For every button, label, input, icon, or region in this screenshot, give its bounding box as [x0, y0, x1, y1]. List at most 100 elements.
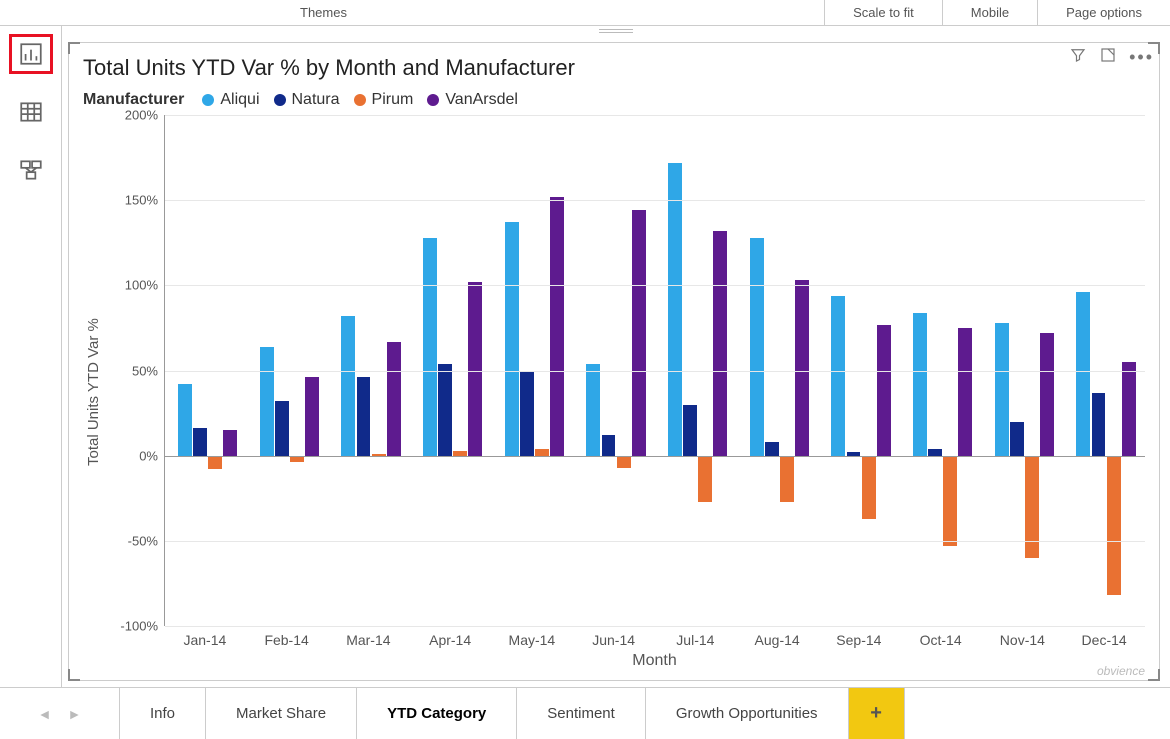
model-icon: [18, 157, 44, 183]
legend-item[interactable]: Aliqui: [202, 91, 259, 109]
y-tick-label: 200%: [125, 108, 158, 123]
bar[interactable]: [913, 313, 927, 456]
bar[interactable]: [1076, 292, 1090, 456]
bar[interactable]: [995, 323, 1009, 456]
bar[interactable]: [341, 316, 355, 456]
bar[interactable]: [290, 456, 304, 463]
y-tick-label: 150%: [125, 193, 158, 208]
tab-nav-arrows[interactable]: ◄ ►: [0, 688, 120, 739]
bar[interactable]: [877, 325, 891, 456]
y-tick-label: 100%: [125, 278, 158, 293]
bar[interactable]: [668, 163, 682, 456]
bar[interactable]: [208, 456, 222, 470]
bar[interactable]: [505, 222, 519, 455]
page-tab[interactable]: Market Share: [206, 688, 357, 739]
table-icon: [18, 99, 44, 125]
y-axis-ticks: -100%-50%0%50%100%150%200%: [104, 115, 164, 626]
bar[interactable]: [275, 401, 289, 456]
x-tick-label: Dec-14: [1063, 626, 1145, 648]
bar[interactable]: [1107, 456, 1121, 596]
bar[interactable]: [1092, 393, 1106, 456]
y-tick-label: 50%: [132, 363, 158, 378]
x-tick-label: Oct-14: [900, 626, 982, 648]
x-tick-label: Sep-14: [818, 626, 900, 648]
bar[interactable]: [178, 384, 192, 456]
bar-chart-icon: [18, 41, 44, 67]
page-tab[interactable]: YTD Category: [357, 688, 517, 739]
bar[interactable]: [617, 456, 631, 468]
bar[interactable]: [862, 456, 876, 519]
bar[interactable]: [438, 364, 452, 456]
legend-text: Pirum: [372, 91, 414, 109]
bar[interactable]: [387, 342, 401, 456]
canvas-resize-handle[interactable]: [62, 26, 1170, 36]
bar[interactable]: [1025, 456, 1039, 558]
x-tick-label: Jan-14: [164, 626, 246, 648]
bar[interactable]: [928, 449, 942, 456]
page-options-button[interactable]: Page options: [1037, 0, 1170, 25]
chart-visual[interactable]: Total Units YTD Var % by Month and Manuf…: [68, 42, 1160, 681]
selection-corner: [1148, 669, 1160, 681]
y-tick-label: -100%: [120, 619, 158, 634]
top-toolbar: Themes Scale to fit Mobile Page options: [0, 0, 1170, 26]
chart-title: Total Units YTD Var % by Month and Manuf…: [83, 55, 1145, 81]
left-view-rail: [0, 26, 62, 687]
page-tab[interactable]: Info: [120, 688, 206, 739]
bar[interactable]: [713, 231, 727, 456]
bar[interactable]: [193, 428, 207, 455]
x-axis-ticks: Jan-14Feb-14Mar-14Apr-14May-14Jun-14Jul-…: [164, 626, 1145, 648]
bar[interactable]: [586, 364, 600, 456]
page-tab-bar: ◄ ► InfoMarket ShareYTD CategorySentimen…: [0, 687, 1170, 739]
x-tick-label: Apr-14: [409, 626, 491, 648]
page-tab[interactable]: Growth Opportunities: [646, 688, 849, 739]
x-tick-label: Jul-14: [655, 626, 737, 648]
bar[interactable]: [305, 377, 319, 455]
bar[interactable]: [1122, 362, 1136, 456]
legend-item[interactable]: VanArsdel: [427, 91, 518, 109]
tab-prev-icon: ◄: [38, 706, 52, 722]
mobile-button[interactable]: Mobile: [942, 0, 1037, 25]
bar[interactable]: [765, 442, 779, 456]
legend-item[interactable]: Natura: [274, 91, 340, 109]
legend-item[interactable]: Pirum: [354, 91, 414, 109]
legend-swatch: [202, 94, 214, 106]
bar[interactable]: [831, 296, 845, 456]
bar[interactable]: [468, 282, 482, 456]
bar[interactable]: [1010, 422, 1024, 456]
y-tick-label: -50%: [128, 533, 158, 548]
legend-swatch: [354, 94, 366, 106]
legend-swatch: [274, 94, 286, 106]
selection-corner: [68, 669, 80, 681]
bar[interactable]: [943, 456, 957, 546]
add-page-button[interactable]: +: [849, 688, 905, 739]
bar[interactable]: [698, 456, 712, 502]
x-tick-label: Nov-14: [982, 626, 1064, 648]
bar[interactable]: [683, 405, 697, 456]
bar[interactable]: [750, 238, 764, 456]
tab-next-icon: ►: [68, 706, 82, 722]
bar[interactable]: [550, 197, 564, 456]
bar[interactable]: [423, 238, 437, 456]
legend-text: Natura: [292, 91, 340, 109]
bar[interactable]: [357, 377, 371, 455]
scale-to-fit-button[interactable]: Scale to fit: [824, 0, 942, 25]
y-tick-label: 0%: [139, 448, 158, 463]
data-view-button[interactable]: [9, 92, 53, 132]
x-tick-label: Feb-14: [246, 626, 328, 648]
report-view-button[interactable]: [9, 34, 53, 74]
x-axis-title: Month: [164, 652, 1145, 670]
bar[interactable]: [520, 372, 534, 455]
page-tab[interactable]: Sentiment: [517, 688, 646, 739]
bar[interactable]: [632, 210, 646, 455]
bar[interactable]: [958, 328, 972, 456]
bar[interactable]: [795, 280, 809, 455]
bar[interactable]: [780, 456, 794, 502]
bar[interactable]: [602, 435, 616, 455]
model-view-button[interactable]: [9, 150, 53, 190]
bar[interactable]: [1040, 333, 1054, 456]
themes-button[interactable]: Themes: [300, 5, 347, 20]
bar[interactable]: [260, 347, 274, 456]
bar[interactable]: [535, 449, 549, 456]
bar[interactable]: [223, 430, 237, 456]
legend-label: Manufacturer: [83, 91, 184, 109]
